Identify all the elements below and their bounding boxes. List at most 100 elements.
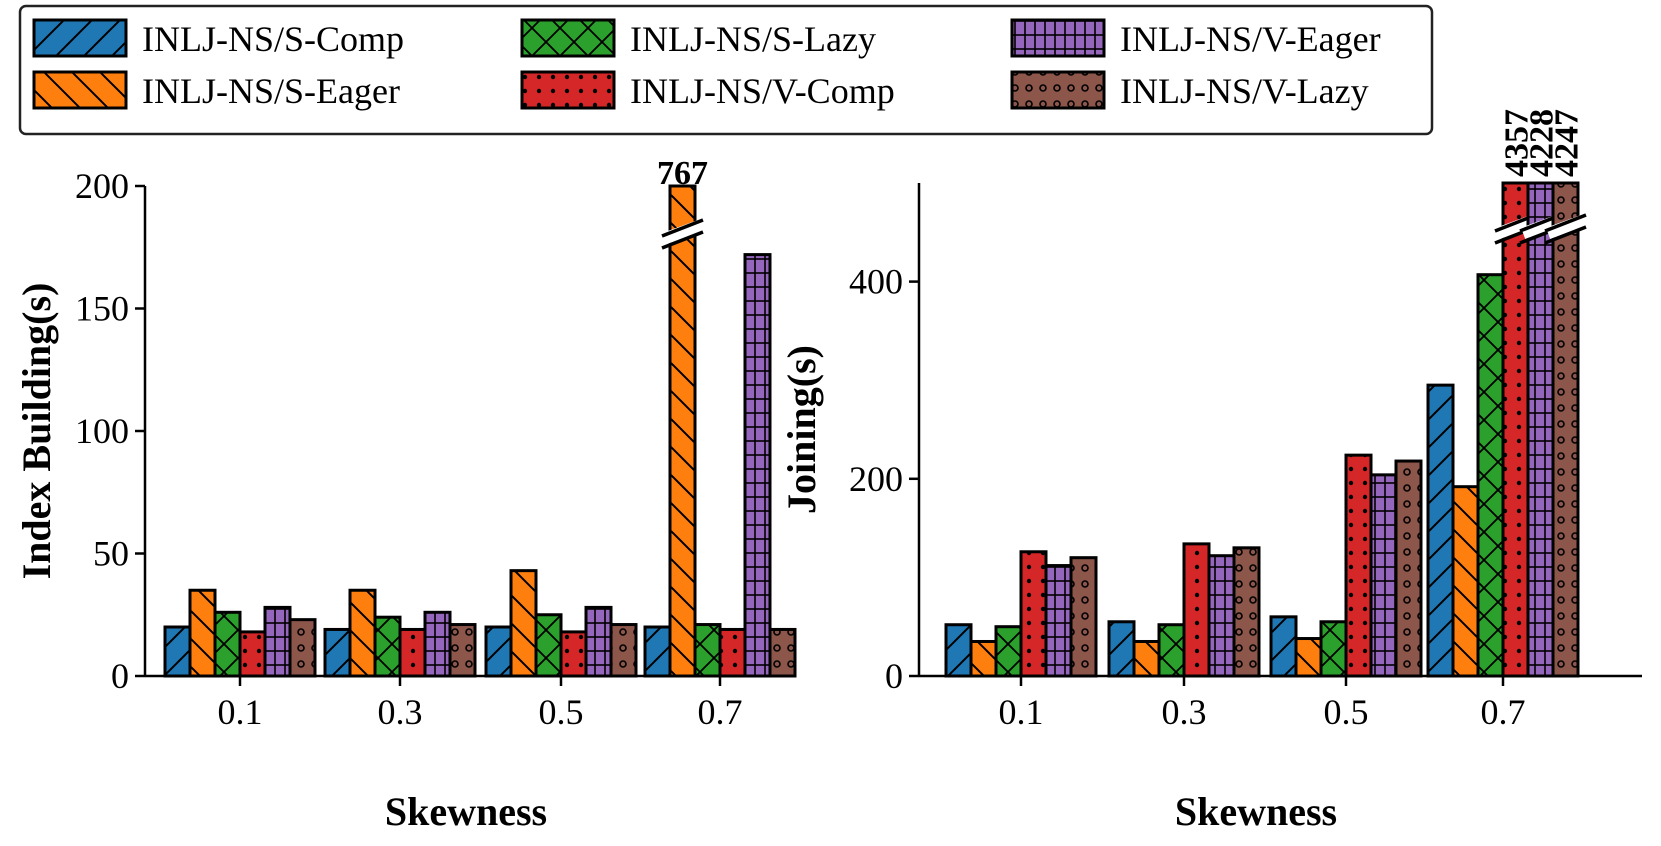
bar-inlj-ns-v-eager-0_7 xyxy=(743,253,772,678)
legend-swatch-hatch xyxy=(520,70,616,110)
bar-hatch xyxy=(1107,620,1136,678)
bar-inlj-ns-s-lazy-0_5 xyxy=(1319,620,1348,678)
bar-hatch xyxy=(1344,453,1373,678)
bar-hatch xyxy=(1501,181,1530,678)
index-building-chart: 0 50 100 150 200 0.1 0.3 0.5 0.7 Skewness Index Bu… xyxy=(14,155,797,834)
bar-hatch xyxy=(944,623,973,678)
legend-label: INLJ-NS/S-Comp xyxy=(142,19,404,59)
x-tick-label: 0.5 xyxy=(1324,692,1369,732)
bar-inlj-ns-v-lazy-0_1 xyxy=(1069,556,1098,678)
bar-inlj-ns-s-lazy-0_7 xyxy=(693,623,722,678)
y-tick-label: 100 xyxy=(75,411,129,451)
bar-hatch xyxy=(1207,554,1236,678)
bar-hatch xyxy=(559,630,588,678)
axes-joining: 0 200 400 0.1 0.3 0.5 0.7 Skewness Joining(s) xyxy=(779,183,1642,834)
bar-hatch xyxy=(693,623,722,678)
bar-hatch xyxy=(288,618,317,678)
legend-label: INLJ-NS/V-Eager xyxy=(1120,19,1381,59)
bar-inlj-ns-s-lazy-0_3 xyxy=(373,615,402,678)
bar-hatch xyxy=(1044,564,1073,678)
bar-inlj-ns-s-comp-0_3 xyxy=(323,627,352,678)
overflow-value-label: 4357 xyxy=(1499,109,1536,177)
axis-break-line xyxy=(1544,225,1587,245)
bar-inlj-ns-v-comp-0_5 xyxy=(1344,453,1373,678)
bar-inlj-ns-s-comp-0_1 xyxy=(944,623,973,678)
bar-inlj-ns-v-lazy-0_7 xyxy=(768,627,797,678)
legend-item-inlj-ns-s-eager: INLJ-NS/S-Eager xyxy=(32,70,400,111)
bar-inlj-ns-v-eager-0_3 xyxy=(1207,554,1236,678)
bar-inlj-ns-s-eager-0_5 xyxy=(1294,637,1323,678)
y-tick-label: 0 xyxy=(111,656,129,696)
bar-hatch xyxy=(1232,546,1261,678)
bar-inlj-ns-s-lazy-0_7 xyxy=(1476,273,1505,678)
legend-swatch-hatch xyxy=(1010,70,1106,110)
bar-inlj-ns-s-comp-0_1 xyxy=(163,625,192,678)
bar-inlj-ns-v-lazy-0_1 xyxy=(288,618,317,678)
y-tick-label: 200 xyxy=(75,166,129,206)
x-tick-label: 0.5 xyxy=(539,692,584,732)
bar-inlj-ns-s-eager-0_5 xyxy=(509,569,538,678)
legend-swatch-hatch xyxy=(32,18,128,58)
x-tick-label: 0.7 xyxy=(1481,692,1526,732)
bar-hatch xyxy=(1369,473,1398,678)
bar-hatch xyxy=(188,588,217,678)
y-tick-label: 0 xyxy=(885,656,903,696)
bar-hatch xyxy=(448,623,477,678)
bar-inlj-ns-s-eager-0_1 xyxy=(188,588,217,678)
bar-inlj-ns-v-comp-0_7 xyxy=(1494,181,1537,678)
axis-break-line xyxy=(1544,213,1587,233)
bar-inlj-ns-s-lazy-0_1 xyxy=(994,625,1023,678)
bar-inlj-ns-v-eager-0_3 xyxy=(423,610,452,678)
legend-swatch-hatch xyxy=(1010,18,1106,58)
bar-hatch xyxy=(1526,181,1555,678)
y-tick-label: 200 xyxy=(849,459,903,499)
bar-inlj-ns-v-lazy-0_3 xyxy=(448,623,477,678)
bars-joining xyxy=(944,181,1587,678)
legend-item-inlj-ns-s-lazy: INLJ-NS/S-Lazy xyxy=(520,18,876,59)
bar-hatch xyxy=(398,627,427,678)
bar-hatch xyxy=(348,588,377,678)
bar-hatch xyxy=(1269,615,1298,678)
axis-break-line xyxy=(661,230,704,250)
y-tick-label: 150 xyxy=(75,289,129,329)
legend-item-inlj-ns-v-eager: INLJ-NS/V-Eager xyxy=(1010,18,1381,59)
x-tick-label: 0.7 xyxy=(698,692,743,732)
bar-inlj-ns-s-eager-0_1 xyxy=(969,639,998,678)
bar-inlj-ns-v-eager-0_7 xyxy=(1519,181,1562,678)
bar-hatch xyxy=(668,184,697,678)
legend-label: INLJ-NS/V-Comp xyxy=(630,71,895,111)
y-axis-title: Joining(s) xyxy=(779,345,824,514)
bar-inlj-ns-s-lazy-0_3 xyxy=(1157,623,1186,678)
bar-hatch xyxy=(1551,181,1580,678)
bar-inlj-ns-v-comp-0_1 xyxy=(238,630,267,678)
bar-hatch xyxy=(484,625,513,678)
legend-item-inlj-ns-v-comp: INLJ-NS/V-Comp xyxy=(520,70,895,111)
bar-hatch xyxy=(238,630,267,678)
bar-hatch xyxy=(1426,383,1455,678)
bar-hatch xyxy=(509,569,538,678)
bar-hatch xyxy=(743,253,772,678)
axes-index-building: 0 50 100 150 200 0.1 0.3 0.5 0.7 Skewness Index Bu… xyxy=(14,166,795,834)
overflow-value-label: 4228 xyxy=(1524,109,1561,177)
bar-hatch xyxy=(994,625,1023,678)
bar-hatch xyxy=(373,615,402,678)
bar-hatch xyxy=(643,625,672,678)
legend: INLJ-NS/S-Comp INLJ-NS/S-Eager INLJ-NS/S-L… xyxy=(32,18,1381,111)
bar-inlj-ns-s-comp-0_5 xyxy=(1269,615,1298,678)
bar-hatch xyxy=(1394,459,1423,678)
y-tick-label: 50 xyxy=(93,534,129,574)
x-tick-label: 0.1 xyxy=(999,692,1044,732)
legend-swatch-hatch xyxy=(32,70,128,110)
bar-inlj-ns-v-eager-0_1 xyxy=(263,605,292,678)
labels-index-building: 767 xyxy=(657,155,708,192)
bar-hatch xyxy=(423,610,452,678)
bar-hatch xyxy=(969,639,998,678)
bar-inlj-ns-v-comp-0_5 xyxy=(559,630,588,678)
bar-hatch xyxy=(1182,542,1211,678)
bar-inlj-ns-s-comp-0_5 xyxy=(484,625,513,678)
legend-label: INLJ-NS/V-Lazy xyxy=(1120,71,1369,111)
bar-hatch xyxy=(1451,485,1480,678)
bar-inlj-ns-v-eager-0_5 xyxy=(584,605,613,678)
